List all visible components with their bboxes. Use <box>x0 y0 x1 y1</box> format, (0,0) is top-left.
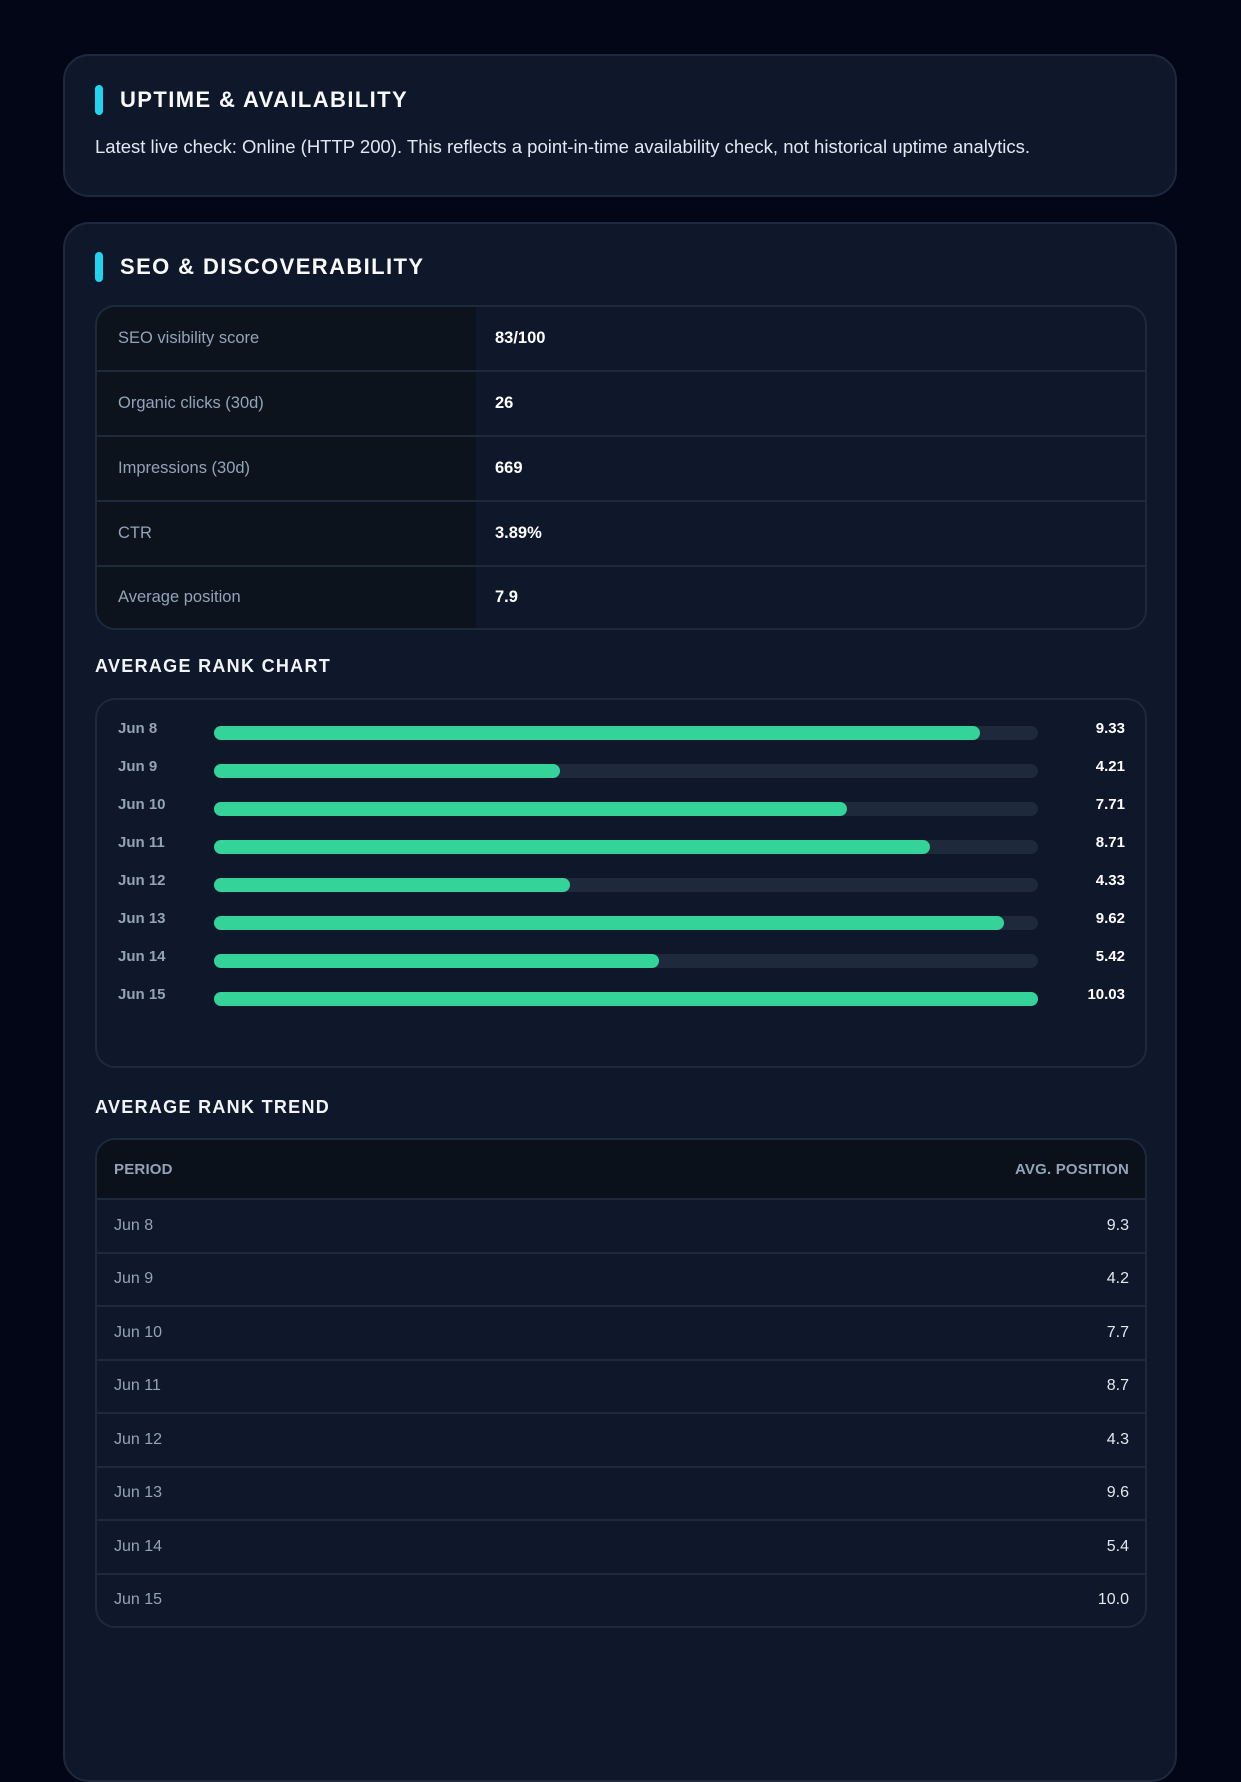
chart-bar-row: Jun 15 10.03 <box>97 986 1145 1016</box>
period-column-header: PERIOD <box>114 1160 173 1178</box>
chart-bar <box>214 764 560 778</box>
metric-row: Average position 7.9 <box>97 567 1145 628</box>
chart-value-label: 4.33 <box>1095 872 1125 889</box>
table-row: Jun 9 4.2 <box>97 1254 1145 1307</box>
metric-value: 26 <box>495 394 514 412</box>
chart-category-label: Jun 13 <box>118 910 166 927</box>
chart-bar-track <box>214 992 1038 1006</box>
chart-bar-row: Jun 12 4.33 <box>97 872 1145 902</box>
metric-value: 669 <box>495 459 523 477</box>
chart-category-label: Jun 14 <box>118 948 166 965</box>
section-accent-bar <box>95 85 103 115</box>
avg-position-cell: 9.3 <box>1106 1216 1129 1234</box>
rank-chart-heading: AVERAGE RANK CHART <box>95 656 332 676</box>
avg-position-cell: 5.4 <box>1106 1537 1129 1555</box>
metric-row: Organic clicks (30d) 26 <box>97 372 1145 437</box>
chart-value-label: 9.62 <box>1095 910 1125 927</box>
rank-bar-chart: Jun 8 9.33 Jun 9 4.21 Jun 10 7.71 Jun 11 8.71 Ju… <box>95 698 1147 1068</box>
avg-position-cell: 4.2 <box>1106 1270 1129 1288</box>
table-row: Jun 11 8.7 <box>97 1361 1145 1414</box>
period-cell: Jun 11 <box>114 1377 161 1395</box>
avg-position-cell: 4.3 <box>1106 1430 1129 1448</box>
chart-bar-row: Jun 8 9.33 <box>97 720 1145 750</box>
table-row: Jun 15 10.0 <box>97 1575 1145 1627</box>
chart-bar-track <box>214 802 1038 816</box>
chart-bar-row: Jun 10 7.71 <box>97 796 1145 826</box>
uptime-section-title: UPTIME & AVAILABILITY <box>95 85 408 115</box>
period-cell: Jun 8 <box>114 1216 154 1234</box>
table-row: Jun 10 7.7 <box>97 1307 1145 1361</box>
avg-position-cell: 10.0 <box>1097 1591 1129 1609</box>
chart-bar <box>214 840 930 854</box>
chart-bar-track <box>214 764 1038 778</box>
chart-bar-track <box>214 878 1038 892</box>
avg-position-column-header: AVG. POSITION <box>1014 1160 1129 1178</box>
metric-value: 3.89% <box>495 524 542 542</box>
chart-bar <box>214 802 847 816</box>
period-cell: Jun 15 <box>114 1591 163 1609</box>
chart-bar-row: Jun 11 8.71 <box>97 834 1145 864</box>
rank-trend-heading: AVERAGE RANK TREND <box>95 1097 331 1117</box>
chart-bar-row: Jun 14 5.42 <box>97 948 1145 978</box>
chart-bar <box>214 954 659 968</box>
chart-bar-row: Jun 9 4.21 <box>97 758 1145 788</box>
seo-title: SEO & DISCOVERABILITY <box>120 254 425 279</box>
table-row: Jun 8 9.3 <box>97 1200 1145 1254</box>
chart-value-label: 8.71 <box>1095 834 1125 851</box>
period-cell: Jun 14 <box>114 1537 163 1555</box>
metric-value: 83/100 <box>495 329 546 347</box>
chart-bar-track <box>214 954 1038 968</box>
chart-value-label: 7.71 <box>1095 796 1125 813</box>
avg-position-cell: 8.7 <box>1106 1377 1129 1395</box>
uptime-card: UPTIME & AVAILABILITY Latest live check:… <box>63 54 1177 197</box>
chart-value-label: 5.42 <box>1095 948 1125 965</box>
period-cell: Jun 9 <box>114 1270 154 1288</box>
avg-position-cell: 7.7 <box>1106 1323 1129 1341</box>
chart-category-label: Jun 9 <box>118 758 158 775</box>
metric-value: 7.9 <box>495 588 518 606</box>
chart-bar-track <box>214 726 1038 740</box>
table-row: Jun 14 5.4 <box>97 1521 1145 1575</box>
chart-value-label: 9.33 <box>1095 720 1125 737</box>
period-cell: Jun 12 <box>114 1430 163 1448</box>
chart-category-label: Jun 15 <box>118 986 166 1003</box>
metric-row: Impressions (30d) 669 <box>97 437 1145 502</box>
metric-row: SEO visibility score 83/100 <box>97 307 1145 372</box>
table-row: Jun 13 9.6 <box>97 1468 1145 1521</box>
period-cell: Jun 13 <box>114 1484 163 1502</box>
chart-bar <box>214 726 980 740</box>
seo-section-title: SEO & DISCOVERABILITY <box>95 252 424 282</box>
chart-category-label: Jun 12 <box>118 872 166 889</box>
trend-table-header: PERIOD AVG. POSITION <box>97 1140 1145 1200</box>
metric-label: CTR <box>97 502 476 565</box>
rank-trend-table: PERIOD AVG. POSITION Jun 8 9.3 Jun 9 4.2… <box>95 1138 1147 1628</box>
chart-category-label: Jun 8 <box>118 720 158 737</box>
chart-bar <box>214 916 1004 930</box>
chart-value-label: 10.03 <box>1087 986 1125 1003</box>
chart-bar <box>214 992 1038 1006</box>
chart-bar-track <box>214 840 1038 854</box>
seo-card: SEO & DISCOVERABILITY SEO visibility sco… <box>63 222 1177 1782</box>
chart-category-label: Jun 11 <box>118 834 165 851</box>
seo-metrics-table: SEO visibility score 83/100 Organic clic… <box>95 305 1147 630</box>
table-row: Jun 12 4.3 <box>97 1414 1145 1468</box>
metric-row: CTR 3.89% <box>97 502 1145 567</box>
uptime-title: UPTIME & AVAILABILITY <box>120 87 409 112</box>
metric-label: Impressions (30d) <box>97 437 476 500</box>
section-accent-bar <box>95 252 103 282</box>
chart-bar-row: Jun 13 9.62 <box>97 910 1145 940</box>
period-cell: Jun 10 <box>114 1323 163 1341</box>
uptime-status-text: Latest live check: Online (HTTP 200). Th… <box>95 136 1030 157</box>
chart-bar <box>214 878 570 892</box>
metric-label: SEO visibility score <box>97 307 476 370</box>
chart-category-label: Jun 10 <box>118 796 166 813</box>
chart-value-label: 4.21 <box>1095 758 1125 775</box>
metric-label: Average position <box>97 567 476 628</box>
metric-label: Organic clicks (30d) <box>97 372 476 435</box>
avg-position-cell: 9.6 <box>1106 1484 1129 1502</box>
chart-bar-track <box>214 916 1038 930</box>
